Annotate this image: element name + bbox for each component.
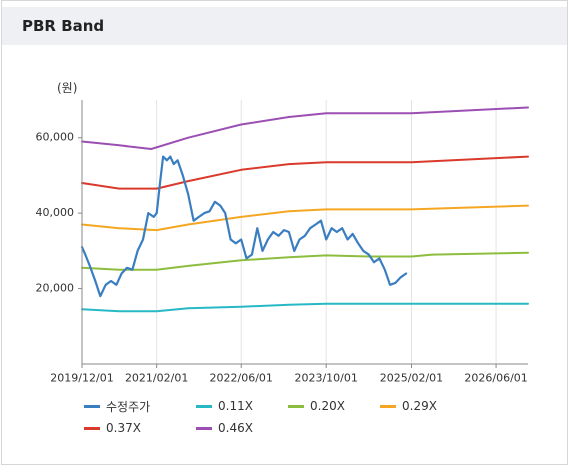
series-line-0-29x: [81, 204, 529, 232]
x-tick-label: 2025/02/01: [380, 372, 443, 385]
legend-item: 수정주가: [84, 397, 150, 415]
legend-label: 0.37X: [106, 421, 141, 435]
series-line-0-46x: [81, 106, 529, 150]
legend-swatch: [196, 404, 212, 408]
legend: 수정주가 0.11X 0.20X 0.29X 0.37X 0.46X: [84, 397, 484, 443]
x-tick-label: 2026/06/01: [464, 372, 527, 385]
legend-label: 0.20X: [310, 399, 345, 413]
legend-swatch: [84, 426, 100, 430]
x-tick-label: 2019/12/01: [50, 372, 113, 385]
series-line-수정주가: [80, 155, 408, 298]
legend-item: 0.37X: [84, 419, 141, 437]
x-tick-label: 2022/06/01: [210, 372, 273, 385]
series-line-0-20x: [81, 251, 529, 271]
y-tick-label: 20,000: [36, 282, 75, 295]
legend-swatch: [288, 404, 304, 408]
legend-swatch: [380, 404, 396, 408]
series-line-0-11x: [81, 302, 529, 313]
x-tick-label: 2021/02/01: [125, 372, 188, 385]
legend-item: 0.20X: [288, 397, 345, 415]
legend-item: 0.29X: [380, 397, 437, 415]
legend-swatch: [196, 426, 212, 430]
legend-label: 0.29X: [402, 399, 437, 413]
y-tick-label: 40,000: [36, 206, 75, 219]
legend-swatch: [84, 404, 100, 408]
x-tick-label: 2023/10/01: [294, 372, 357, 385]
legend-item: 0.46X: [196, 419, 253, 437]
legend-item: 0.11X: [196, 397, 253, 415]
series-line-0-37x: [81, 155, 529, 190]
legend-label: 0.11X: [218, 399, 253, 413]
series-layer: [80, 106, 529, 313]
panel-title: PBR Band: [22, 17, 105, 35]
panel-header: PBR Band: [2, 7, 567, 45]
legend-label: 수정주가: [106, 399, 151, 414]
y-unit-label: (원): [57, 81, 77, 95]
legend-label: 0.46X: [218, 421, 253, 435]
axis-layer: 2019/12/01 2021/02/01 2022/06/01 2023/10/01…: [36, 100, 528, 385]
y-tick-label: 60,000: [36, 131, 75, 144]
